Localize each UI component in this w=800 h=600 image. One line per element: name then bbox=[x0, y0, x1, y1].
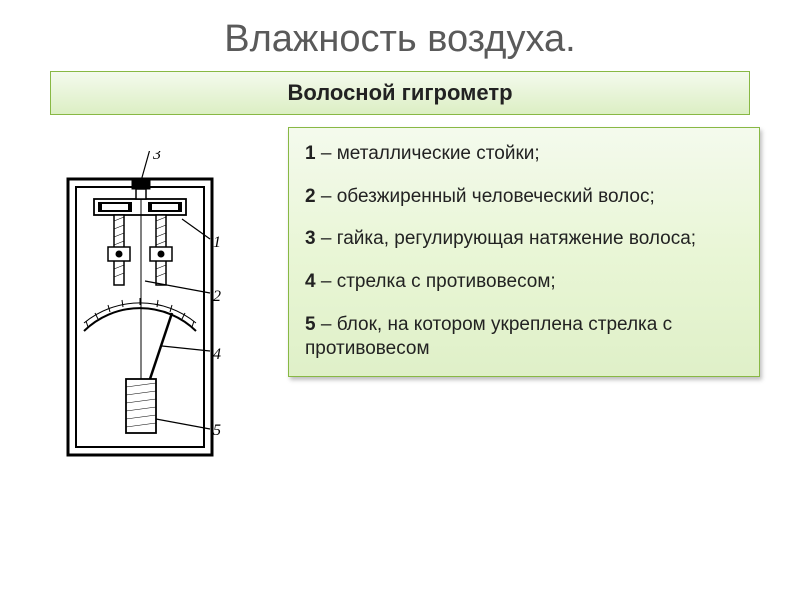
legend-item: 3 – гайка, регулирующая натяжение волоса… bbox=[305, 227, 743, 252]
diagram-label-3: 3 bbox=[152, 151, 161, 163]
diagram-label-5: 5 bbox=[213, 422, 221, 439]
diagram-label-2: 2 bbox=[213, 288, 221, 305]
legend-text: – гайка, регулирующая натяжение волоса; bbox=[316, 228, 697, 249]
legend-panel: 1 – металлические стойки; 2 – обезжиренн… bbox=[288, 127, 760, 377]
diagram-column: 3 1 bbox=[40, 127, 270, 471]
legend-num: 5 bbox=[305, 314, 316, 335]
subtitle-text: Волосной гигрометр bbox=[287, 80, 512, 105]
legend-num: 1 bbox=[305, 143, 316, 164]
legend-text: – блок, на котором укреплена стрелка с п… bbox=[305, 314, 672, 360]
diagram-label-4: 4 bbox=[213, 346, 221, 363]
subtitle-panel: Волосной гигрометр bbox=[50, 71, 750, 115]
hygrometer-diagram: 3 1 bbox=[40, 151, 260, 471]
legend-text: – обезжиренный человеческий волос; bbox=[316, 186, 655, 207]
legend-item: 2 – обезжиренный человеческий волос; bbox=[305, 185, 743, 210]
legend-num: 3 bbox=[305, 228, 316, 249]
legend-num: 2 bbox=[305, 186, 316, 207]
diagram-label-1: 1 bbox=[213, 234, 221, 251]
legend-item: 1 – металлические стойки; bbox=[305, 142, 743, 167]
legend-text: – металлические стойки; bbox=[316, 143, 540, 164]
legend-text: – стрелка с противовесом; bbox=[316, 271, 556, 292]
legend-num: 4 bbox=[305, 271, 316, 292]
content-row: 3 1 bbox=[0, 127, 800, 471]
legend-item: 4 – стрелка с противовесом; bbox=[305, 270, 743, 295]
legend-item: 5 – блок, на котором укреплена стрелка с… bbox=[305, 313, 743, 362]
slide-title: Влажность воздуха. bbox=[0, 0, 800, 71]
